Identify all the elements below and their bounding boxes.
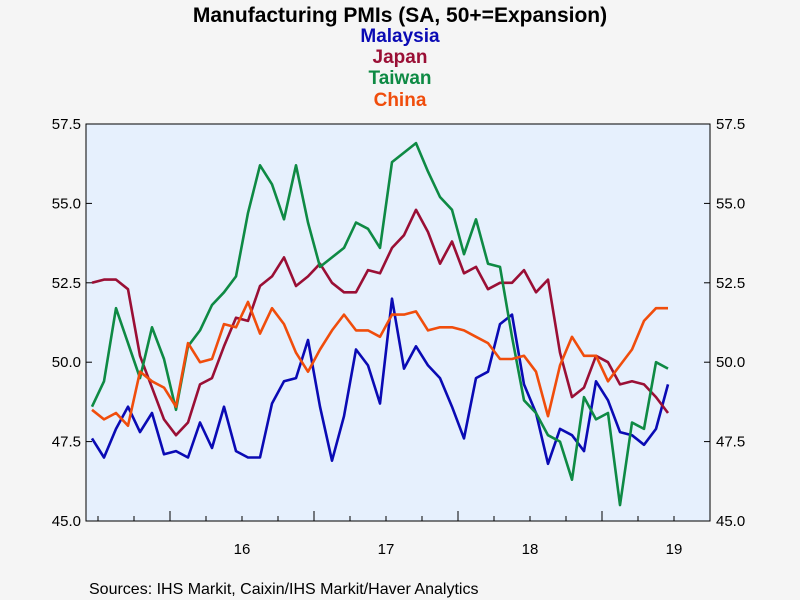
y-tick-label-right: 55.0 — [716, 195, 745, 212]
series-line-japan — [91, 208, 670, 437]
y-tick-label-right: 47.5 — [716, 434, 745, 451]
y-tick-label-left: 55.0 — [52, 195, 81, 212]
legend-label-malaysia: Malaysia — [360, 26, 440, 47]
legend-label-china: China — [374, 90, 427, 111]
y-tick-label-left: 45.0 — [52, 513, 81, 530]
series-line-china — [91, 300, 668, 428]
y-tick-label-right: 57.5 — [716, 116, 745, 133]
legend-label-taiwan: Taiwan — [369, 68, 432, 89]
series-line-malaysia — [90, 297, 670, 466]
y-tick-label-right: 50.0 — [716, 354, 745, 371]
y-axis-right: 45.0 47.5 50.0 52.5 55.0 57.5 — [704, 116, 745, 530]
y-axis-left: 45.0 47.5 50.0 52.5 55.0 57.5 — [52, 116, 92, 530]
source-note: Sources: IHS Markit, Caixin/IHS Markit/H… — [89, 581, 478, 598]
y-tick-label-left: 57.5 — [52, 116, 81, 133]
plot-area — [85, 123, 711, 522]
series-lines — [90, 141, 670, 507]
y-tick-label-left: 52.5 — [52, 275, 81, 292]
chart-title: Manufacturing PMIs (SA, 50+=Expansion) — [193, 4, 607, 27]
y-tick-label-left: 47.5 — [52, 434, 81, 451]
x-axis: 16 17 18 19 — [97, 511, 711, 558]
x-tick-label: 16 — [234, 541, 251, 558]
x-tick-label: 17 — [378, 541, 395, 558]
x-tick-label: 18 — [522, 541, 539, 558]
x-tick-label: 19 — [666, 541, 683, 558]
y-tick-label-right: 45.0 — [716, 513, 745, 530]
legend-label-japan: Japan — [373, 47, 428, 68]
y-tick-label-right: 52.5 — [716, 275, 745, 292]
y-tick-label-left: 50.0 — [52, 354, 81, 371]
